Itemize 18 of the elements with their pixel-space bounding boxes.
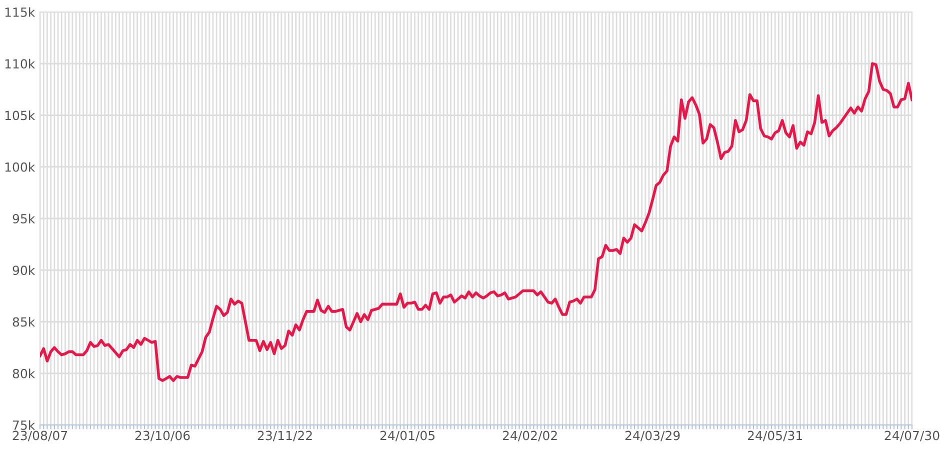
y-tick-label: 110k	[5, 58, 36, 69]
y-tick-label: 80k	[12, 368, 36, 378]
y-tick-label: 75k	[13, 420, 36, 430]
y-tick-label: 115k	[5, 7, 36, 17]
x-tick-label: 23/11/22	[258, 430, 312, 442]
x-tick-label: 24/02/02	[502, 430, 557, 442]
line-series	[40, 62, 912, 382]
x-tick-label: 23/10/06	[135, 430, 190, 442]
y-tick-label: 105k	[5, 110, 36, 120]
y-tick-label: 95k	[12, 214, 36, 224]
y-tick-label: 90k	[12, 265, 36, 276]
y-tick-label: 100k	[5, 162, 36, 172]
x-tick-label: 24/01/05	[380, 430, 435, 442]
x-tick-label: 24/07/30	[884, 430, 940, 442]
x-tick-label: 24/05/31	[748, 430, 802, 442]
y-tick-label: 85k	[12, 317, 36, 327]
x-tick-label: 24/03/29	[625, 430, 680, 442]
x-tick-label: 23/08/07	[12, 430, 67, 442]
